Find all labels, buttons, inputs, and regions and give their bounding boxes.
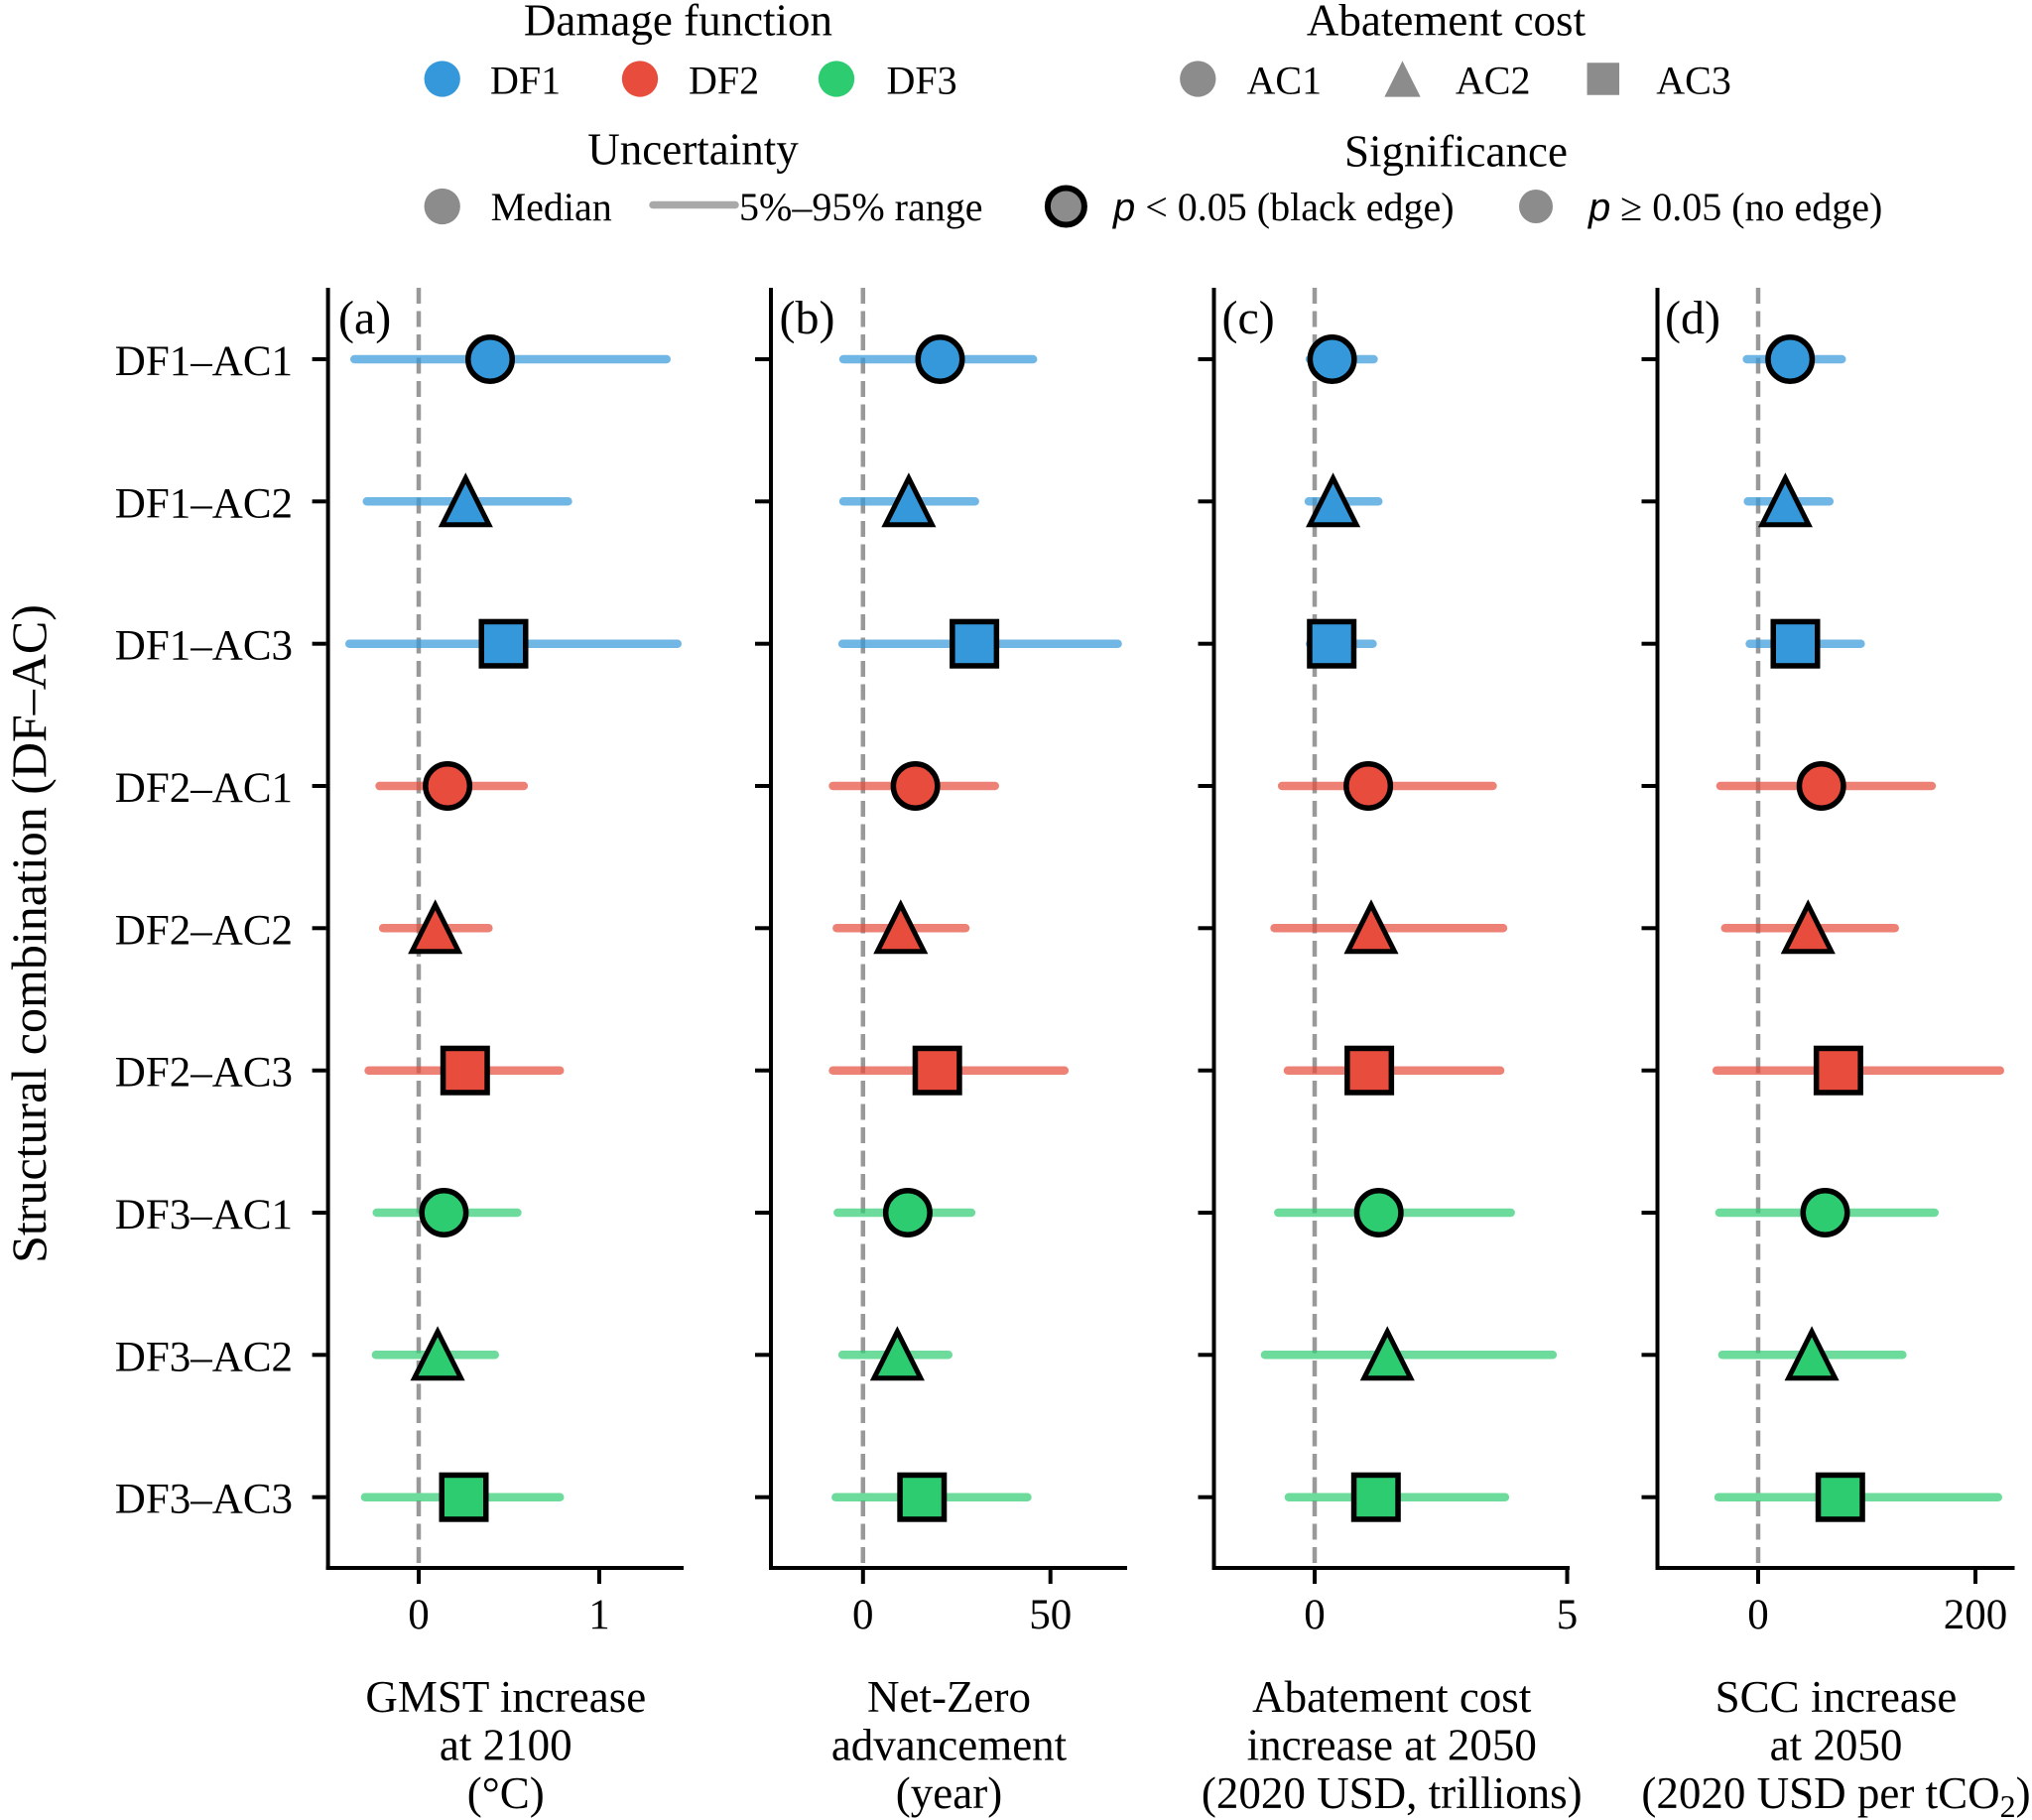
svg-text:DF2–AC1: DF2–AC1 [115,765,293,812]
svg-text:AC1: AC1 [1247,59,1323,103]
svg-text:DF2–AC3: DF2–AC3 [115,1050,293,1097]
svg-text:(2020 USD per tCO2): (2020 USD per tCO2) [1641,1768,2030,1820]
svg-text:DF1: DF1 [490,59,561,103]
svg-text:Net-Zero: Net-Zero [867,1672,1031,1722]
svg-text:(d): (d) [1665,292,1720,344]
svg-text:1: 1 [588,1592,610,1638]
svg-text:0: 0 [1747,1592,1769,1638]
svg-text:increase at 2050: increase at 2050 [1247,1721,1537,1770]
svg-text:DF2–AC2: DF2–AC2 [115,907,293,954]
svg-text:50: 50 [1029,1592,1072,1638]
svg-text:DF3–AC3: DF3–AC3 [115,1477,293,1523]
svg-text:advancement: advancement [831,1721,1068,1770]
svg-text:0: 0 [1304,1592,1326,1638]
svg-text:0: 0 [408,1592,430,1638]
svg-text:SCC increase: SCC increase [1715,1672,1958,1722]
svg-text:AC3: AC3 [1656,59,1731,103]
svg-text:(a): (a) [338,292,391,344]
svg-text:AC2: AC2 [1456,59,1531,103]
svg-text:DF2: DF2 [689,59,759,103]
svg-text:p ≥ 0.05 (no edge): p ≥ 0.05 (no edge) [1588,185,1882,229]
svg-text:5: 5 [1557,1592,1579,1638]
svg-text:Median: Median [491,185,612,229]
svg-text:(c): (c) [1222,292,1275,344]
svg-text:Abatement cost: Abatement cost [1307,0,1587,46]
svg-text:(2020 USD, trillions): (2020 USD, trillions) [1202,1768,1583,1818]
svg-text:DF1–AC3: DF1–AC3 [115,623,293,670]
svg-text:0: 0 [852,1592,874,1638]
svg-text:Structural combination (DF–AC): Structural combination (DF–AC) [1,604,57,1263]
svg-text:DF1–AC1: DF1–AC1 [115,338,293,385]
svg-text:Significance: Significance [1344,127,1568,177]
svg-text:(year): (year) [896,1768,1002,1818]
svg-text:Uncertainty: Uncertainty [587,125,799,175]
svg-text:200: 200 [1944,1592,2008,1638]
svg-text:at 2100: at 2100 [440,1721,572,1770]
svg-text:(°C): (°C) [467,1768,545,1818]
svg-text:at 2050: at 2050 [1770,1721,1903,1770]
svg-text:DF3–AC2: DF3–AC2 [115,1334,293,1380]
svg-text:Abatement cost: Abatement cost [1252,1672,1532,1722]
svg-text:p < 0.05 (black edge): p < 0.05 (black edge) [1112,185,1455,229]
svg-text:DF3: DF3 [887,59,957,103]
svg-text:DF3–AC1: DF3–AC1 [115,1192,293,1238]
svg-text:DF1–AC2: DF1–AC2 [115,480,293,527]
svg-text:(b): (b) [780,292,835,344]
svg-text:Damage function: Damage function [524,0,832,46]
svg-text:GMST increase: GMST increase [365,1672,646,1722]
svg-text:5%–95% range: 5%–95% range [739,185,982,229]
